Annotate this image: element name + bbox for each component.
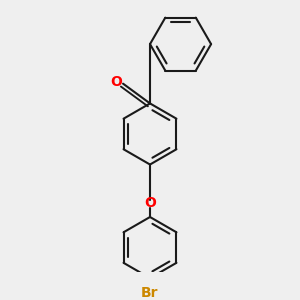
- Text: O: O: [111, 75, 122, 89]
- Text: O: O: [144, 196, 156, 210]
- Text: Br: Br: [141, 286, 159, 300]
